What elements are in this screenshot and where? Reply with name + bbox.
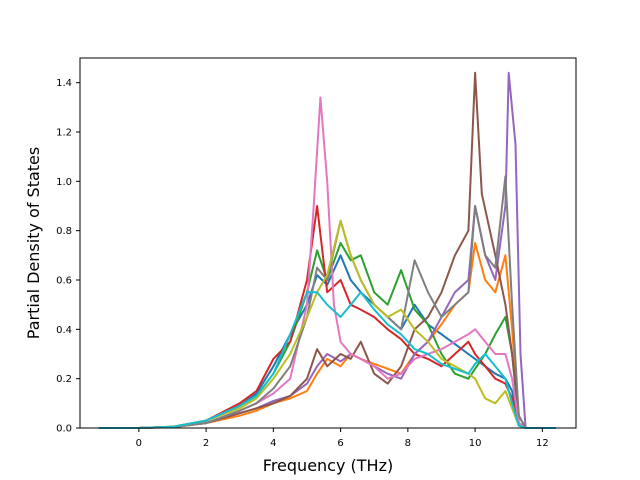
x-tick-label: 6: [337, 438, 343, 449]
series-line-10: [98, 291, 556, 429]
y-axis-ticks: 0.0 0.2 0.4 0.6 0.8 1.0 1.2 1.4: [56, 78, 80, 435]
x-tick-label: 8: [405, 438, 411, 449]
y-tick-label: 1.0: [56, 177, 72, 188]
x-tick-label: 12: [536, 438, 549, 449]
x-tick-label: 10: [469, 438, 482, 449]
y-tick-label: 1.4: [56, 78, 72, 89]
y-tick-label: 0.2: [56, 374, 72, 385]
series-line-6: [98, 71, 556, 429]
x-axis-ticks: 0 2 4 6 8 10 12: [136, 428, 549, 449]
y-axis-title: Partial Density of States: [24, 147, 43, 339]
x-tick-label: 0: [136, 438, 142, 449]
y-tick-label: 0.6: [56, 276, 72, 287]
y-tick-label: 0.0: [56, 424, 72, 435]
series-line-4: [98, 205, 556, 429]
y-tick-label: 1.2: [56, 128, 72, 139]
x-tick-label: 4: [270, 438, 276, 449]
x-tick-label: 2: [203, 438, 209, 449]
x-axis-title: Frequency (THz): [263, 456, 393, 475]
y-tick-label: 0.8: [56, 226, 72, 237]
y-tick-label: 0.4: [56, 325, 72, 336]
plot-frame: [79, 57, 577, 429]
series-line-2: [98, 242, 556, 429]
plot-lines: [98, 71, 556, 429]
series-line-5: [98, 71, 556, 429]
series-line-9: [98, 219, 556, 429]
